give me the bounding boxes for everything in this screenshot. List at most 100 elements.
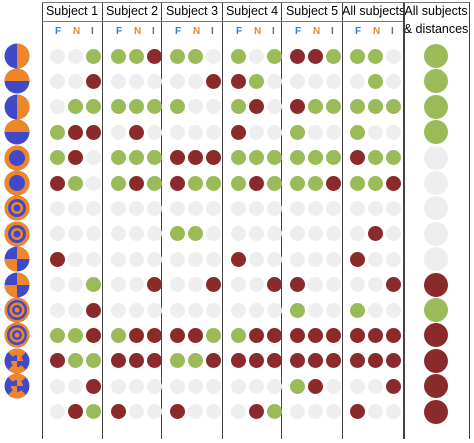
result-dot (350, 226, 365, 242)
result-dot (147, 302, 162, 318)
result-dot (267, 99, 282, 115)
result-dot (350, 99, 365, 115)
header-all-subjects-distances-line1: All subjects (404, 4, 468, 18)
result-dot (129, 251, 144, 267)
stimulus-diagonal-quadrant-icon (4, 373, 30, 399)
final-dot (424, 94, 448, 119)
result-dot (111, 124, 126, 140)
result-dot (170, 404, 185, 420)
result-dot (68, 353, 83, 369)
final-dot (424, 221, 448, 246)
result-dot (129, 150, 144, 166)
result-dot (129, 353, 144, 369)
result-dot (170, 99, 185, 115)
result-dot (231, 277, 246, 293)
fni-label-f: F (236, 26, 243, 37)
column-divider (222, 2, 223, 439)
result-dot (267, 73, 282, 89)
result-dot (129, 99, 144, 115)
result-dot (68, 200, 83, 216)
result-dot (188, 302, 203, 318)
header-subject-4: Subject 4 (225, 4, 279, 18)
result-dot (267, 302, 282, 318)
result-dot (267, 48, 282, 64)
fni-label-n: N (254, 26, 262, 37)
result-dot (267, 277, 282, 293)
result-dot (206, 404, 221, 420)
result-dot (170, 48, 185, 64)
result-dot (231, 404, 246, 420)
result-dot (326, 150, 341, 166)
result-dot (350, 48, 365, 64)
result-dot (249, 150, 264, 166)
result-dot (368, 99, 383, 115)
result-dot (111, 226, 126, 242)
final-dot (424, 272, 448, 297)
result-dot (170, 327, 185, 343)
result-dot (86, 404, 101, 420)
result-dot (308, 404, 323, 420)
fni-label-f: F (355, 26, 362, 37)
result-dot (50, 48, 65, 64)
result-dot (206, 327, 221, 343)
result-dot (368, 404, 383, 420)
result-dot (350, 327, 365, 343)
result-dot (290, 327, 305, 343)
stimulus-ring-thin-icon (4, 221, 30, 247)
result-dot (249, 404, 264, 420)
result-dot (350, 73, 365, 89)
result-dot (86, 226, 101, 242)
result-dot (267, 124, 282, 140)
result-dot (249, 251, 264, 267)
result-dot (111, 327, 126, 343)
result-dot (68, 277, 83, 293)
stimulus-half-vertical-icon (4, 94, 30, 120)
header-subject-3: Subject 3 (165, 4, 219, 18)
result-dot (129, 124, 144, 140)
result-dot (350, 404, 365, 420)
result-dot (326, 200, 341, 216)
result-dot (386, 200, 401, 216)
result-dot (267, 200, 282, 216)
result-dot (170, 150, 185, 166)
result-dot (188, 226, 203, 242)
result-dot (50, 99, 65, 115)
result-dot (170, 73, 185, 89)
result-dot (147, 277, 162, 293)
result-dot (188, 327, 203, 343)
fni-label-f: F (295, 26, 302, 37)
result-dot (308, 200, 323, 216)
fni-label-i: I (272, 26, 275, 37)
result-dot (147, 150, 162, 166)
result-dot (206, 200, 221, 216)
result-dot (231, 200, 246, 216)
result-dot (86, 302, 101, 318)
result-dot (249, 200, 264, 216)
result-dot (86, 73, 101, 89)
result-dot (50, 200, 65, 216)
result-dot (147, 124, 162, 140)
result-dot (68, 73, 83, 89)
result-dot (231, 226, 246, 242)
result-dot (326, 327, 341, 343)
result-dot (326, 277, 341, 293)
result-dot (206, 73, 221, 89)
result-dot (308, 73, 323, 89)
result-dot (267, 353, 282, 369)
result-dot (386, 327, 401, 343)
column-divider (281, 2, 282, 439)
result-dot (350, 302, 365, 318)
result-dot (290, 277, 305, 293)
result-dot (350, 251, 365, 267)
result-dot (50, 251, 65, 267)
result-dot (368, 378, 383, 394)
stimulus-quadrant-icon (4, 246, 30, 272)
fni-label-n: N (73, 26, 81, 37)
result-dot (350, 277, 365, 293)
result-dot (249, 327, 264, 343)
result-dot (386, 277, 401, 293)
result-dot (68, 302, 83, 318)
result-dot (188, 48, 203, 64)
result-dot (231, 251, 246, 267)
result-dot (231, 353, 246, 369)
